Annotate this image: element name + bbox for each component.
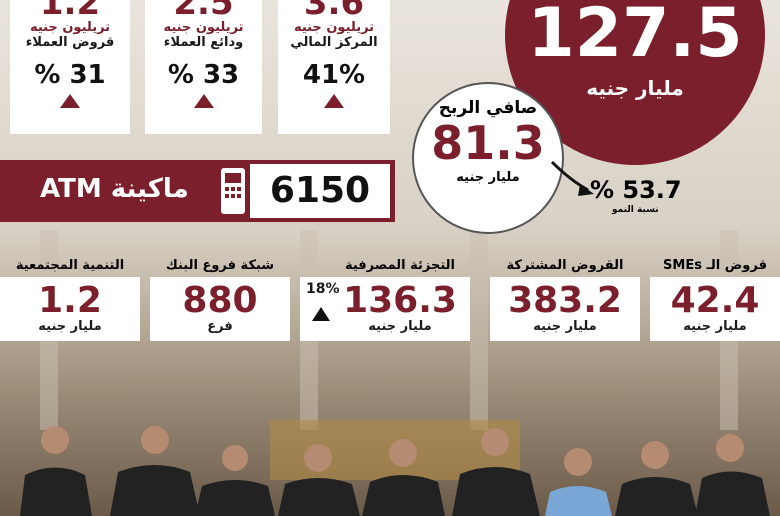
total-unit: مليار جنيه [586, 76, 684, 100]
up-arrow [312, 307, 330, 321]
growth-arrow [550, 160, 594, 196]
stat-box: 383.2 مليار جنيه [490, 277, 640, 341]
stat-box: 880 فرع [150, 277, 290, 341]
stat-label: التنمية المجتمعية [15, 258, 125, 273]
stat-label: التجزئة المصرفية [344, 258, 456, 273]
atm-banner: ماكينة ATM 6150 [0, 160, 395, 222]
stat-box: 18% 136.3 مليار جنيه [300, 277, 470, 341]
stat-value: 880 [182, 280, 258, 321]
stat-item: قروض الـ SMEs 42.4 مليار جنيه [650, 258, 780, 341]
stat-label: قروض الـ SMEs [663, 258, 767, 273]
stat-card: 3.6 تريليون جنيه المركز المالي 41% [278, 0, 390, 134]
stat-label: قروض العملاء [25, 35, 115, 50]
stat-item: شبكة فروع البنك 880 فرع [150, 258, 290, 341]
stat-value: 1.2 [39, 0, 101, 23]
stat-value: 383.2 [508, 280, 622, 321]
stat-growth: 18% [306, 281, 340, 297]
profit-unit: مليار جنيه [456, 170, 520, 185]
total-assets-circle: 127.5 مليار جنيه [505, 0, 765, 165]
profit-label: صافي الربح [438, 98, 538, 118]
stat-unit: مليار جنيه [533, 319, 597, 334]
total-value: 127.5 [527, 0, 743, 73]
stat-card: 2.5 تريليون جنيه ودائع العملاء 33 % [145, 0, 262, 134]
stat-unit: مليار جنيه [368, 319, 432, 334]
stat-growth: 31 % [34, 60, 106, 90]
atm-label: ماكينة ATM [40, 174, 189, 204]
stat-label: ودائع العملاء [163, 35, 244, 50]
stat-card: 1.2 تريليون جنيه قروض العملاء 31 % [10, 0, 130, 134]
stat-label: القروض المشتركة [506, 258, 624, 273]
stat-value: 136.3 [343, 280, 457, 321]
stat-unit: مليار جنيه [683, 319, 747, 334]
stat-unit: تريليون جنيه [29, 20, 111, 35]
stat-item: التجزئة المصرفية 18% 136.3 مليار جنيه [300, 258, 470, 341]
stat-unit: تريليون جنيه [293, 20, 375, 35]
profit-value: 81.3 [431, 116, 545, 170]
up-arrow [60, 94, 80, 108]
stat-growth: 41% [302, 60, 366, 90]
stat-growth: 33 % [167, 60, 240, 90]
stat-item: التنمية المجتمعية 1.2 مليار جنيه [0, 258, 140, 341]
growth-value: 53.7 % [590, 176, 682, 204]
profit-circle: صافي الربح 81.3 مليار جنيه [412, 82, 564, 234]
stat-label: المركز المالي [290, 35, 378, 50]
stat-value: 2.5 [173, 0, 234, 23]
up-arrow [193, 94, 214, 108]
stat-value: 42.4 [670, 280, 760, 321]
growth-label: نسبة النمو [612, 205, 659, 215]
atm-value-box: 6150 [250, 164, 390, 218]
up-arrow [324, 94, 344, 108]
stat-value: 3.6 [303, 0, 365, 23]
stat-value: 1.2 [38, 280, 102, 321]
stat-unit: مليار جنيه [38, 319, 102, 334]
stat-label: شبكة فروع البنك [165, 258, 275, 273]
stat-unit: تريليون جنيه [163, 20, 244, 35]
atm-value: 6150 [269, 170, 371, 211]
stat-box: 1.2 مليار جنيه [0, 277, 140, 341]
stat-item: القروض المشتركة 383.2 مليار جنيه [490, 258, 640, 341]
stat-unit: فرع [207, 319, 233, 334]
stat-box: 42.4 مليار جنيه [650, 277, 780, 341]
atm-icon [221, 168, 245, 214]
